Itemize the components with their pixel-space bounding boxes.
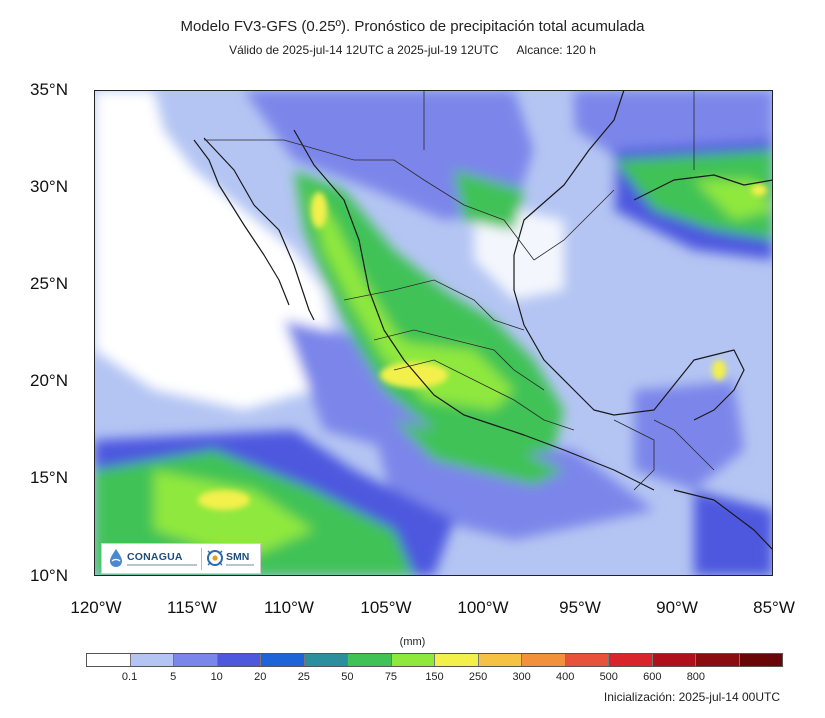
smn-emblem-icon <box>207 550 223 566</box>
colorbar-segment <box>216 654 260 666</box>
lat-label-30: 30°N <box>30 177 68 196</box>
lat-label-15: 15°N <box>30 468 68 487</box>
colorbar-label: 500 <box>599 671 618 683</box>
valid-period: Válido de 2025-jul-14 12UTC a 2025-jul-1… <box>229 43 499 57</box>
colorbar-label: 150 <box>425 671 444 683</box>
colorbar-segment <box>390 654 434 666</box>
lon-label-110: 110°W <box>264 598 314 617</box>
colorbar <box>86 653 783 667</box>
colorbar-label: 400 <box>556 671 575 683</box>
colorbar-segment <box>564 654 608 666</box>
colorbar-segment <box>651 654 695 666</box>
colorbar-label: 800 <box>686 671 706 683</box>
conagua-logo: CONAGUA <box>108 548 197 573</box>
lon-label-95: 95°W <box>559 598 601 617</box>
colorbar-label: 20 <box>254 671 267 683</box>
colorbar-label: 50 <box>341 671 354 683</box>
lon-label-115: 115°W <box>167 598 217 617</box>
lon-label-90: 90°W <box>656 598 698 617</box>
forecast-range: Alcance: 120 h <box>516 43 596 57</box>
colorbar-label: 10 <box>210 671 223 683</box>
lat-label-10: 10°N <box>30 566 68 585</box>
map-title: Modelo FV3-GFS (0.25º). Pronóstico de pr… <box>180 18 645 35</box>
logo-box: CONAGUA SMN <box>101 543 261 574</box>
lat-label-25: 25°N <box>30 274 68 293</box>
colorbar-segment <box>477 654 521 666</box>
colorbar-segment <box>173 654 217 666</box>
colorbar-label: 0.1 <box>121 671 138 683</box>
precipitation-map <box>94 90 773 576</box>
borders <box>204 90 715 491</box>
colorbar-segment <box>608 654 652 666</box>
colorbar-segment <box>260 654 304 666</box>
lon-label-120: 120°W <box>70 598 122 617</box>
colorbar-label: 250 <box>468 671 488 683</box>
colorbar-segment <box>738 654 782 666</box>
colorbar-label: 75 <box>384 671 398 683</box>
colorbar-segment <box>521 654 565 666</box>
lat-label-20: 20°N <box>30 371 68 390</box>
lat-label-35: 35°N <box>30 80 68 99</box>
lon-label-85: 85°W <box>753 598 795 617</box>
lon-label-105: 105°W <box>360 598 412 617</box>
colorbar-segment <box>87 654 130 666</box>
colorbar-segment <box>695 654 739 666</box>
lon-label-100: 100°W <box>457 598 509 617</box>
smn-text: SMN <box>226 551 250 563</box>
smn-logo: SMN <box>206 547 254 574</box>
precip-cores <box>198 184 767 510</box>
colorbar-label: 600 <box>643 671 662 683</box>
initialization-time: Inicialización: 2025-jul-14 00UTC <box>603 690 780 704</box>
colorbar-segment <box>129 654 173 666</box>
colorbar-label: 25 <box>297 671 310 683</box>
conagua-text: CONAGUA <box>127 551 183 563</box>
colorbar-label: 5 <box>170 671 177 683</box>
colorbar-label: 300 <box>512 671 531 683</box>
colorbar-segment <box>347 654 391 666</box>
map-subtitle: Válido de 2025-jul-14 12UTC a 2025-jul-1… <box>0 43 825 57</box>
coastlines <box>193 90 773 551</box>
colorbar-segment <box>434 654 478 666</box>
conagua-drop-icon <box>110 549 122 567</box>
colorbar-segment <box>303 654 347 666</box>
legend-units: (mm) <box>399 636 426 648</box>
